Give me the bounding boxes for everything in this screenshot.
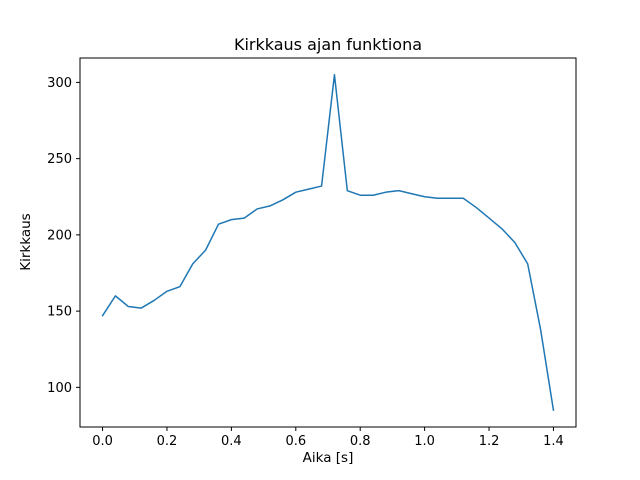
y-tick-label: 200 bbox=[47, 228, 72, 243]
y-axis-ticks: 100 150 200 250 300 bbox=[47, 76, 80, 396]
x-tick-label: 0.0 bbox=[92, 434, 113, 449]
x-axis-label: Aika [s] bbox=[303, 450, 354, 466]
plot-area bbox=[79, 57, 577, 428]
x-tick-label: 0.6 bbox=[285, 434, 306, 449]
x-tick-label: 1.0 bbox=[414, 434, 435, 449]
x-axis-ticks: 0.0 0.2 0.4 0.6 0.8 1.0 1.2 1.4 bbox=[92, 427, 564, 449]
series-line bbox=[101, 74, 555, 411]
x-tick-label: 1.2 bbox=[479, 434, 500, 449]
x-tick-label: 0.2 bbox=[157, 434, 178, 449]
y-tick-label: 300 bbox=[47, 76, 72, 91]
x-tick-label: 0.4 bbox=[221, 434, 242, 449]
chart-title: Kirkkaus ajan funktiona bbox=[234, 35, 422, 54]
y-tick-label: 150 bbox=[47, 305, 72, 320]
y-tick-label: 250 bbox=[47, 152, 72, 167]
x-tick-label: 1.4 bbox=[543, 434, 564, 449]
x-tick-label: 0.8 bbox=[350, 434, 371, 449]
y-axis-label: Kirkkaus bbox=[18, 213, 34, 270]
y-tick-label: 100 bbox=[47, 381, 72, 396]
